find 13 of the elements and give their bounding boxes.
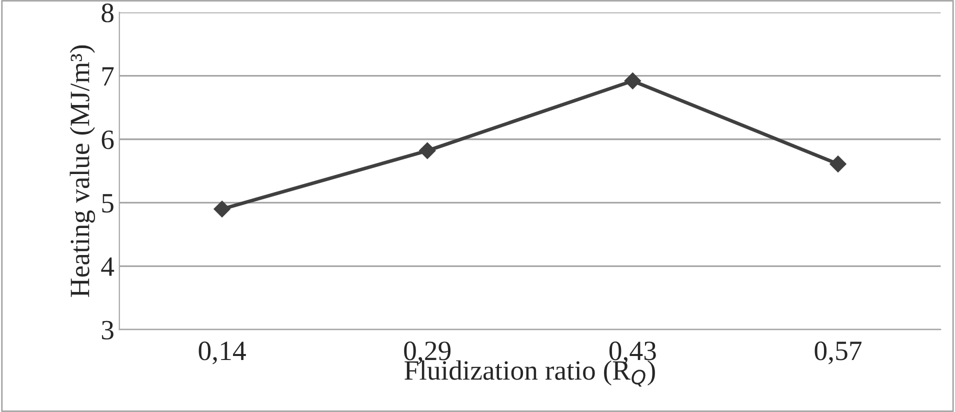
point	[214, 200, 230, 218]
y-tick-label: 5	[102, 194, 114, 213]
point	[624, 72, 642, 90]
y-tick-label: 4	[101, 258, 114, 276]
y-tick-label: 6	[102, 130, 114, 150]
y-axis-title: Heating value (MJ/m³)	[70, 45, 96, 297]
y-tick-label: 3	[102, 320, 114, 340]
point	[830, 156, 846, 172]
y-tick-label: 7	[102, 67, 114, 86]
x-tick-label: 0,57	[814, 342, 862, 364]
y-tick-label: 8	[102, 4, 114, 22]
x-tick-label: 0,14	[198, 342, 246, 364]
point	[418, 142, 436, 160]
